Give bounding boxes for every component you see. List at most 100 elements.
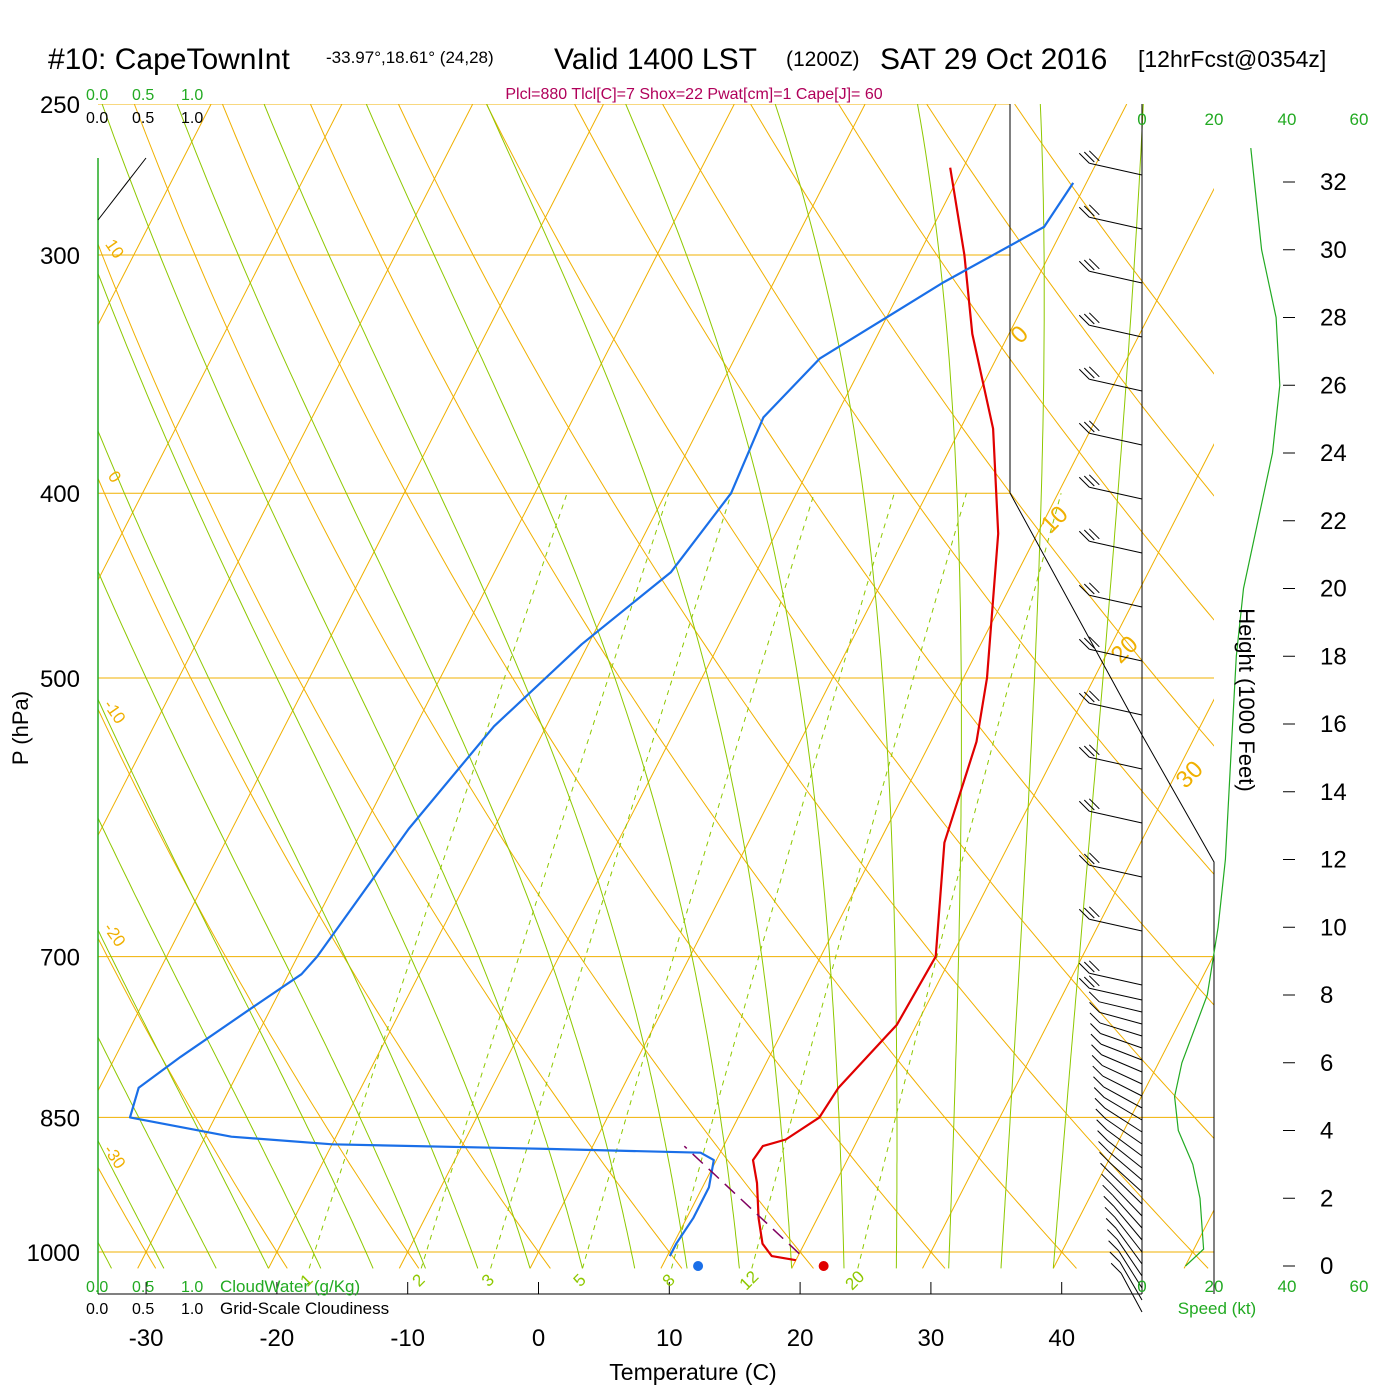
cloud-scale-tick: 1.0 <box>181 87 203 104</box>
cloud-scale-tick: 0.0 <box>86 110 108 127</box>
wind-barb-flag <box>1083 475 1095 487</box>
wind-barb-flag <box>1090 1033 1102 1045</box>
moist-adiabat-line <box>1052 104 1144 1269</box>
temperature-tick-label: -20 <box>260 1325 295 1352</box>
wind-barb-staff <box>1089 987 1143 1001</box>
wind-barb-flag <box>1088 798 1100 810</box>
dry-adiabat-line <box>1014 104 1214 375</box>
dry-adiabat-line <box>133 104 814 1269</box>
wind-barb-staff <box>1089 270 1143 284</box>
dry-adiabat-line <box>309 104 1077 1269</box>
wind-barb-flag <box>1078 422 1090 434</box>
dry-adiabat-label: 10 <box>101 236 127 262</box>
wind-barb-flag <box>1078 476 1090 488</box>
wind-barb-flag <box>1078 692 1090 704</box>
chart-frame <box>97 104 1215 1295</box>
wind-barb-flag <box>1078 530 1090 542</box>
wind-barb-staff <box>1099 1011 1143 1025</box>
cloud-scale-tick: 1.0 <box>181 1301 203 1318</box>
wind-barb-flag <box>1088 852 1100 864</box>
dry-adiabat-line <box>98 477 551 1269</box>
station-title: #10: CapeTownInt <box>48 43 290 76</box>
isotherm-line <box>98 104 474 837</box>
wind-barb-staff <box>1089 702 1143 716</box>
wind-barb-staff <box>1089 594 1143 608</box>
speed-axis-title: Speed (kt) <box>1178 1299 1256 1318</box>
moist-adiabat-line <box>98 272 531 1269</box>
wind-barb-flag <box>1083 745 1095 757</box>
wind-barb-flag <box>1095 1108 1107 1120</box>
wind-barb-staff <box>1105 1118 1143 1145</box>
wind-barb-staff <box>1111 1183 1143 1217</box>
dry-adiabat-line <box>0 104 24 1268</box>
wind-barb-flag <box>1088 636 1100 648</box>
cloud-indicator-line <box>97 157 147 221</box>
moist-adiabat-line <box>101 104 583 1269</box>
wind-barb-flag <box>1093 1076 1104 1088</box>
y-axis-title: P (hPa) <box>8 691 33 765</box>
temperature-tick-label: 10 <box>656 1325 683 1352</box>
wind-barb-flag <box>1088 366 1100 378</box>
wind-barb-staff <box>1089 918 1143 932</box>
wind-barb-flag <box>1088 582 1100 594</box>
pressure-tick-label: 700 <box>40 945 80 972</box>
frame-right-step <box>1009 104 1215 1294</box>
wind-barb-flag <box>1088 420 1100 432</box>
pressure-tick-label: 500 <box>40 666 80 693</box>
dry-adiabat-line <box>98 937 288 1269</box>
wind-barb-flag <box>1083 907 1095 919</box>
wind-barb-staff <box>1089 216 1143 230</box>
mixing-ratio-label: 8 <box>659 1270 679 1290</box>
wind-barb-flag <box>1088 474 1100 486</box>
forecast-info: [12hrFcst@0354z] <box>1138 46 1326 72</box>
wind-barb-flag <box>1093 1087 1105 1098</box>
wind-barb-flag <box>1099 1151 1110 1163</box>
isotherm-line <box>98 104 343 582</box>
moist-adiabat-line <box>0 104 7 1268</box>
mixing-ratio-line <box>582 493 815 1269</box>
wind-barb-staff <box>1089 486 1143 500</box>
dry-adiabat-label: -20 <box>100 919 130 950</box>
isotherm-line <box>529 104 1128 1269</box>
wind-speed-curve <box>1173 148 1281 1267</box>
wind-barb-staff <box>1102 1075 1143 1097</box>
dry-adiabat-label: -30 <box>100 1141 130 1172</box>
moist-adiabat-line <box>774 104 898 1269</box>
wind-barb-staff <box>1116 1239 1143 1277</box>
wind-barb-flag <box>1088 204 1100 216</box>
speed-scale-bottom: 0 20 40 60 <box>1137 1277 1368 1296</box>
height-tick-label: 16 <box>1320 711 1347 738</box>
cloud-scale-top-black: 0.0 0.5 1.0 <box>86 110 203 127</box>
wind-barb-flag <box>1090 1023 1101 1034</box>
wind-barb-staff <box>1112 1194 1143 1229</box>
wind-barb-staff <box>1089 162 1143 176</box>
wind-barb-flag <box>1108 1240 1119 1252</box>
x-axis-title: Temperature (C) <box>609 1359 776 1385</box>
speed-tick: 0 <box>1137 110 1146 129</box>
wind-barb-staff <box>1114 1216 1143 1253</box>
wind-barb-flag <box>1102 1184 1114 1196</box>
wind-barb-flag <box>1078 152 1090 164</box>
wind-barb-flag <box>1078 584 1090 596</box>
moist-adiabat-line <box>98 816 322 1269</box>
speed-tick: 40 <box>1278 110 1297 129</box>
wind-barb-flag <box>1083 367 1095 379</box>
wind-barb-flag <box>1078 368 1090 380</box>
wind-barb-flag <box>1078 260 1090 272</box>
wind-barb-flag <box>1078 977 1090 989</box>
isotherm-line <box>791 443 1214 1269</box>
height-tick-label: 22 <box>1320 508 1347 535</box>
wind-barb-flag <box>1089 1012 1101 1024</box>
wind-barb-flag <box>1088 744 1100 756</box>
temperature-curve <box>751 167 1000 1262</box>
wind-barb-staff <box>1089 756 1143 770</box>
wind-barb-staff <box>1089 648 1143 662</box>
isotherm-line <box>398 104 997 1269</box>
isotherm-line <box>660 187 1214 1269</box>
dry-adiabat-line <box>926 104 1214 497</box>
speed-tick: 20 <box>1205 110 1224 129</box>
mixing-ratio-label: 3 <box>478 1270 498 1290</box>
wind-barb-flag <box>1088 991 1100 1003</box>
